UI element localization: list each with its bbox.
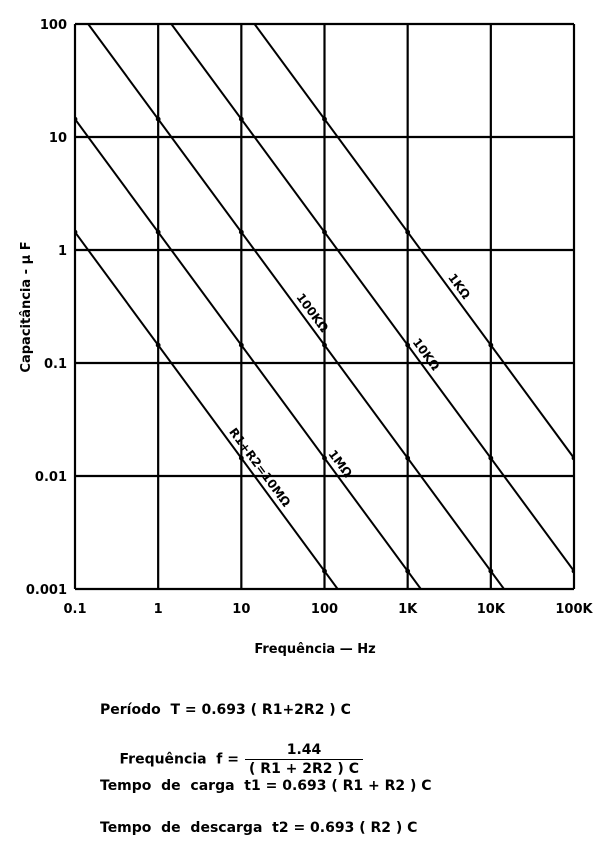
charge-time-formula: Tempo de carga t1 = 0.693 ( R1 + R2 ) C — [100, 778, 432, 794]
x-tick-label-6: 100K — [555, 602, 593, 617]
series-point — [238, 455, 244, 461]
series-point — [155, 116, 161, 122]
series-point — [488, 342, 494, 348]
series-point — [238, 342, 244, 348]
y-tick-label-5: 100 — [40, 18, 67, 33]
discharge-time-formula: Tempo de descarga t2 = 0.693 ( R2 ) C — [100, 820, 418, 836]
y-tick-label-3: 1 — [58, 244, 67, 259]
series-line-10KΩ — [170, 24, 574, 573]
series-point — [405, 229, 411, 235]
series-line-1KΩ — [253, 24, 574, 459]
series-point — [571, 455, 574, 461]
y-tick-label-1: 0.01 — [35, 470, 67, 485]
series-point — [238, 229, 244, 235]
series-point — [322, 342, 327, 348]
series-point — [405, 455, 411, 461]
series-line-R1+R2=10MΩ — [75, 231, 339, 589]
x-tick-label-3: 100 — [311, 602, 338, 617]
series-line-100KΩ — [87, 24, 506, 589]
x-tick-label-0: 0.1 — [63, 602, 86, 617]
frequency-denominator: ( R1 + 2R2 ) C — [245, 759, 363, 777]
series-point — [405, 568, 411, 574]
series-point — [405, 342, 411, 348]
frequency-prefix: Frequência f = — [119, 751, 240, 768]
chart-series — [75, 24, 574, 589]
series-point — [322, 116, 327, 122]
series-point — [571, 568, 574, 574]
y-tick-label-4: 10 — [49, 131, 67, 146]
series-point — [238, 116, 244, 122]
x-tick-label-1: 1 — [154, 602, 163, 617]
series-point — [155, 229, 161, 235]
series-point — [322, 229, 327, 235]
series-point — [488, 568, 494, 574]
series-line-1MΩ — [75, 118, 423, 589]
frequency-formula: Frequência f = 1.44( R1 + 2R2 ) C — [100, 726, 363, 793]
series-point — [75, 116, 78, 122]
y-tick-label-0: 0.001 — [26, 583, 67, 598]
y-tick-label-2: 0.1 — [44, 357, 67, 372]
series-point — [155, 342, 161, 348]
frequency-numerator: 1.44 — [286, 742, 322, 758]
x-axis-label: Frequência — Hz — [254, 642, 375, 657]
y-axis-label: Capacitância - μ F — [19, 241, 34, 372]
chart-tick-labels: 0.1 1 10 100 1K 10K 100K 0.001 0.01 0.1 1 10 100 — [26, 18, 594, 617]
x-tick-label-4: 1K — [398, 602, 418, 617]
series-point — [322, 568, 327, 574]
series-point — [75, 229, 78, 235]
series-label-0: R1+R2=10MΩ — [226, 425, 293, 509]
frequency-fraction: 1.44( R1 + 2R2 ) C — [245, 742, 363, 777]
series-label-4: 1KΩ — [445, 271, 473, 302]
series-point — [488, 455, 494, 461]
x-tick-label-5: 10K — [477, 602, 506, 617]
series-point — [322, 455, 327, 461]
chart: 0.1 1 10 100 1K 10K 100K 0.001 0.01 0.1 1 10 100 Fre… — [19, 18, 594, 657]
x-tick-label-2: 10 — [232, 602, 250, 617]
period-formula: Período T = 0.693 ( R1+2R2 ) C — [100, 702, 351, 718]
